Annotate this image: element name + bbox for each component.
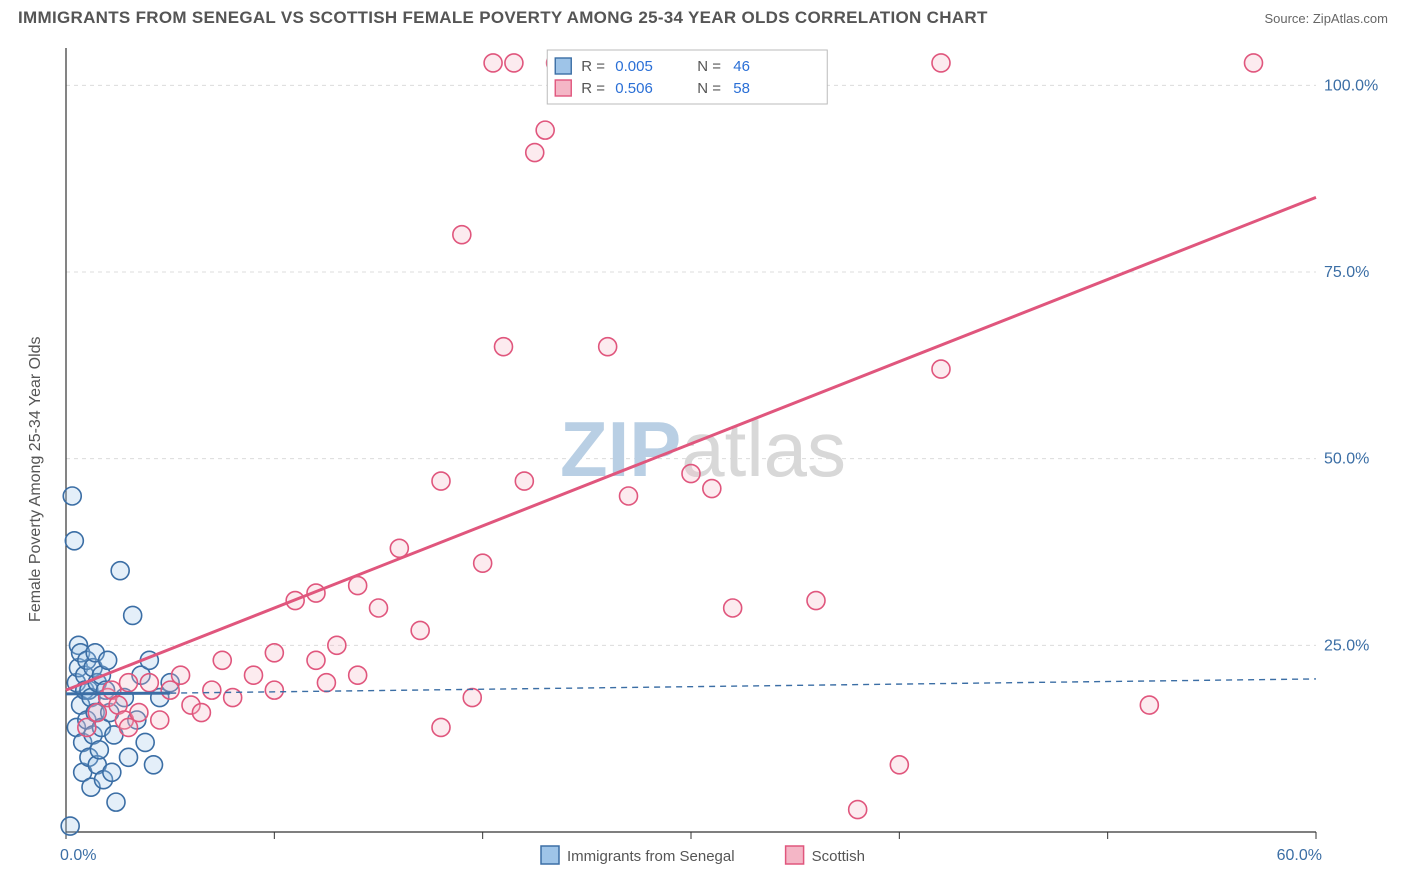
data-point bbox=[349, 577, 367, 595]
data-point bbox=[140, 674, 158, 692]
y-tick-label: 75.0% bbox=[1324, 264, 1369, 281]
data-point bbox=[505, 54, 523, 72]
legend-swatch bbox=[555, 80, 571, 96]
data-point bbox=[526, 144, 544, 162]
data-point bbox=[807, 592, 825, 610]
data-point bbox=[1140, 696, 1158, 714]
data-point bbox=[265, 681, 283, 699]
data-point bbox=[890, 756, 908, 774]
x-tick-label: 60.0% bbox=[1277, 847, 1322, 864]
data-point bbox=[432, 718, 450, 736]
legend-label: Scottish bbox=[812, 848, 865, 865]
data-point bbox=[484, 54, 502, 72]
data-point bbox=[932, 54, 950, 72]
data-point bbox=[620, 487, 638, 505]
data-point bbox=[130, 704, 148, 722]
data-point bbox=[307, 651, 325, 669]
data-point bbox=[370, 599, 388, 617]
data-point bbox=[724, 599, 742, 617]
legend-n-value: 58 bbox=[733, 80, 750, 97]
chart-title: IMMIGRANTS FROM SENEGAL VS SCOTTISH FEMA… bbox=[18, 8, 988, 28]
data-point bbox=[245, 666, 263, 684]
data-point bbox=[111, 562, 129, 580]
data-point bbox=[145, 756, 163, 774]
data-point bbox=[317, 674, 335, 692]
data-point bbox=[1245, 54, 1263, 72]
data-point bbox=[99, 651, 117, 669]
legend-swatch bbox=[786, 846, 804, 864]
data-point bbox=[120, 674, 138, 692]
data-point bbox=[124, 606, 142, 624]
data-point bbox=[849, 801, 867, 819]
data-point bbox=[90, 741, 108, 759]
source-link[interactable]: ZipAtlas.com bbox=[1313, 11, 1388, 26]
legend-n-label: N = bbox=[697, 58, 721, 75]
legend-n-value: 46 bbox=[733, 58, 750, 75]
data-point bbox=[463, 689, 481, 707]
legend-r-label: R = bbox=[581, 80, 605, 97]
data-point bbox=[682, 465, 700, 483]
y-axis-label: Female Poverty Among 25-34 Year Olds bbox=[27, 336, 44, 622]
legend-r-label: R = bbox=[581, 58, 605, 75]
legend-swatch bbox=[555, 58, 571, 74]
data-point bbox=[172, 666, 190, 684]
y-tick-label: 100.0% bbox=[1324, 77, 1378, 94]
data-point bbox=[65, 532, 83, 550]
series-immigrants-from-senegal bbox=[61, 487, 179, 835]
data-point bbox=[599, 338, 617, 356]
data-point bbox=[103, 763, 121, 781]
data-point bbox=[390, 539, 408, 557]
data-point bbox=[703, 480, 721, 498]
data-point bbox=[61, 817, 79, 835]
data-point bbox=[151, 711, 169, 729]
data-point bbox=[203, 681, 221, 699]
data-point bbox=[107, 793, 125, 811]
x-tick-label: 0.0% bbox=[60, 847, 96, 864]
chart-area: 0.0% 60.0% 25.0% 50.0% 75.0% 100.0% Female Pov… bbox=[18, 40, 1388, 878]
source-attribution: Source: ZipAtlas.com bbox=[1264, 11, 1388, 26]
data-point bbox=[932, 360, 950, 378]
data-point bbox=[474, 554, 492, 572]
data-point bbox=[515, 472, 533, 490]
source-label: Source: bbox=[1264, 11, 1312, 26]
data-point bbox=[411, 621, 429, 639]
data-point bbox=[192, 704, 210, 722]
data-point bbox=[120, 748, 138, 766]
legend-label: Immigrants from Senegal bbox=[567, 848, 735, 865]
trend-line bbox=[66, 197, 1316, 690]
data-point bbox=[536, 121, 554, 139]
trend-line-extrapolated bbox=[170, 679, 1316, 693]
data-point bbox=[453, 226, 471, 244]
trend-line bbox=[66, 693, 170, 694]
legend-swatch bbox=[541, 846, 559, 864]
data-point bbox=[63, 487, 81, 505]
scatter-chart: 0.0% 60.0% 25.0% 50.0% 75.0% 100.0% Female Pov… bbox=[18, 40, 1388, 878]
data-point bbox=[495, 338, 513, 356]
data-point bbox=[136, 733, 154, 751]
data-point bbox=[213, 651, 231, 669]
data-point bbox=[432, 472, 450, 490]
y-tick-label: 50.0% bbox=[1324, 451, 1369, 468]
data-point bbox=[328, 636, 346, 654]
y-tick-label: 25.0% bbox=[1324, 637, 1369, 654]
legend-n-label: N = bbox=[697, 80, 721, 97]
legend-r-value: 0.506 bbox=[615, 80, 653, 97]
data-point bbox=[224, 689, 242, 707]
data-point bbox=[349, 666, 367, 684]
legend-r-value: 0.005 bbox=[615, 58, 653, 75]
data-point bbox=[265, 644, 283, 662]
